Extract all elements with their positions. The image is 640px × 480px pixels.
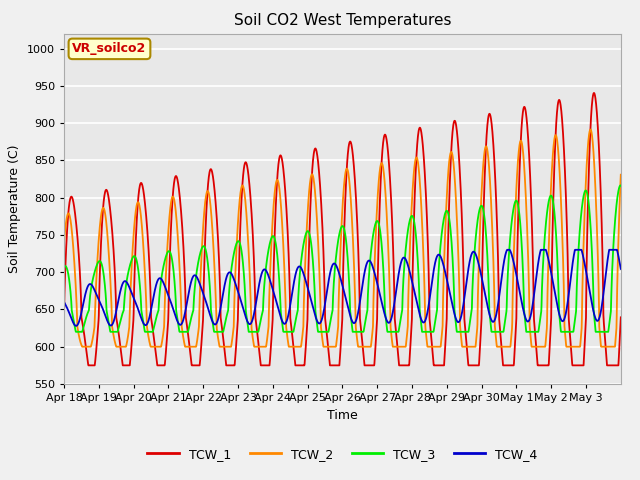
TCW_3 [236, 241, 244, 247]
TCW_3 [617, 182, 625, 188]
Line: TCW_2: TCW_2 [64, 130, 621, 347]
TCW_1 [590, 90, 598, 96]
TCW_2 [587, 127, 595, 132]
TCW_1 [116, 339, 124, 345]
TCW_1 [617, 314, 625, 320]
TCW_2 [116, 344, 124, 349]
TCW_4 [503, 247, 511, 252]
TCW_4 [72, 323, 80, 329]
TCW_2 [376, 166, 384, 172]
TCW_4 [542, 247, 550, 252]
TCW_2 [609, 344, 617, 349]
TCW_3 [609, 249, 617, 254]
TCW_3 [376, 227, 384, 233]
Legend: TCW_1, TCW_2, TCW_3, TCW_4: TCW_1, TCW_2, TCW_3, TCW_4 [142, 443, 543, 466]
TCW_4 [617, 266, 625, 272]
TCW_4 [116, 290, 124, 296]
TCW_1 [84, 362, 92, 368]
Line: TCW_3: TCW_3 [64, 185, 621, 332]
Text: VR_soilco2: VR_soilco2 [72, 42, 147, 55]
TCW_3 [542, 224, 550, 229]
TCW_1 [542, 362, 550, 368]
TCW_4 [511, 263, 518, 268]
TCW_1 [376, 195, 384, 201]
TCW_3 [60, 264, 68, 269]
TCW_4 [236, 295, 244, 300]
TCW_2 [79, 344, 86, 349]
TCW_2 [60, 240, 68, 246]
TCW_4 [609, 247, 617, 252]
TCW_3 [510, 203, 518, 208]
Y-axis label: Soil Temperature (C): Soil Temperature (C) [8, 144, 21, 273]
X-axis label: Time: Time [327, 408, 358, 421]
TCW_1 [510, 357, 518, 362]
Line: TCW_1: TCW_1 [64, 93, 621, 365]
TCW_2 [236, 194, 244, 200]
Line: TCW_4: TCW_4 [64, 250, 621, 326]
TCW_3 [617, 182, 625, 188]
TCW_3 [72, 329, 80, 335]
TCW_4 [376, 292, 384, 298]
TCW_2 [617, 172, 625, 178]
TCW_4 [60, 299, 68, 305]
TCW_1 [609, 362, 617, 368]
TCW_2 [542, 340, 550, 346]
TCW_2 [510, 240, 518, 246]
Title: Soil CO2 West Temperatures: Soil CO2 West Temperatures [234, 13, 451, 28]
TCW_1 [236, 231, 244, 237]
TCW_1 [60, 314, 68, 320]
TCW_3 [116, 320, 124, 326]
